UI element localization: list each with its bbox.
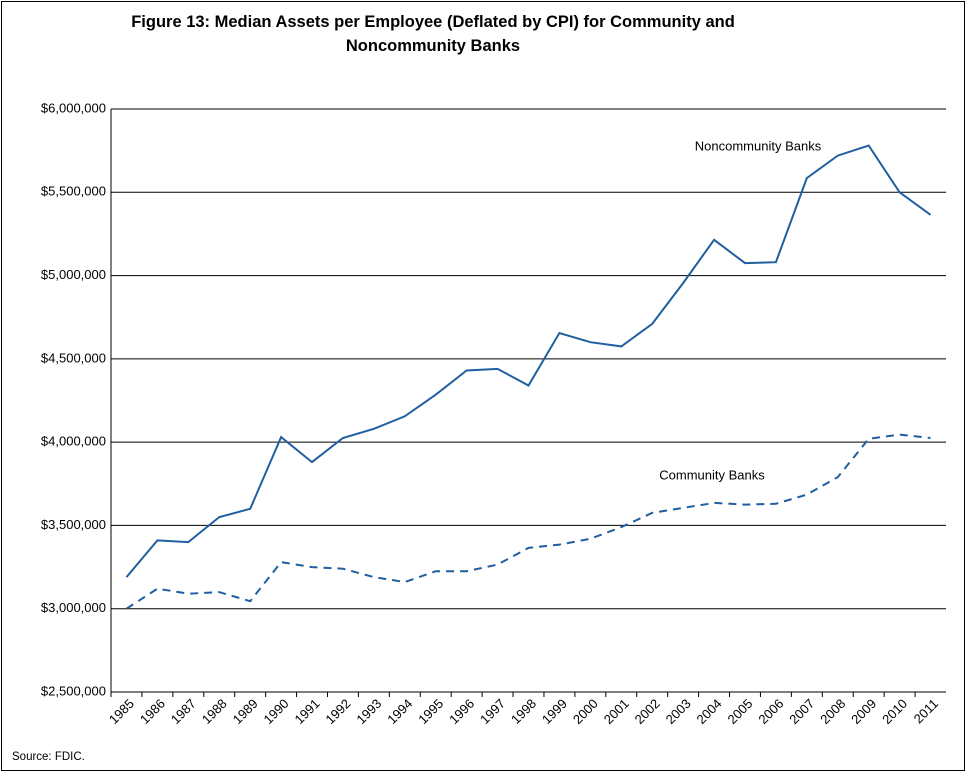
series-label: Community Banks bbox=[659, 467, 765, 482]
y-tick-label: $5,000,000 bbox=[41, 267, 106, 282]
x-tick-label: 1991 bbox=[292, 696, 323, 727]
y-tick-label: $6,000,000 bbox=[41, 100, 106, 115]
x-tick-label: 1997 bbox=[477, 696, 508, 727]
y-tick-label: $4,500,000 bbox=[41, 350, 106, 365]
x-tick-label: 2008 bbox=[817, 696, 848, 727]
x-tick-label: 1994 bbox=[384, 696, 415, 727]
x-tick-label: 1987 bbox=[168, 696, 199, 727]
x-tick-label: 1989 bbox=[230, 696, 261, 727]
x-tick-label: 1995 bbox=[415, 696, 446, 727]
x-tick-label: 1990 bbox=[261, 696, 292, 727]
x-tick-label: 2009 bbox=[848, 696, 879, 727]
x-tick-label: 1986 bbox=[137, 696, 168, 727]
x-tick-label: 2004 bbox=[694, 696, 725, 727]
source-note: Source: FDIC. bbox=[12, 751, 85, 763]
x-tick-label: 2005 bbox=[724, 696, 755, 727]
x-tick-label: 2011 bbox=[911, 696, 941, 726]
y-tick-label: $2,500,000 bbox=[41, 683, 106, 698]
x-tick-label: 1996 bbox=[446, 696, 477, 727]
y-tick-label: $5,500,000 bbox=[41, 184, 106, 199]
x-tick-label: 2002 bbox=[632, 696, 663, 727]
series-label: Noncommunity Banks bbox=[695, 138, 822, 153]
y-tick-label: $4,000,000 bbox=[41, 434, 106, 449]
data-line bbox=[125, 144, 932, 578]
x-tick-label: 1985 bbox=[106, 696, 137, 727]
x-tick-label: 2006 bbox=[755, 696, 786, 727]
x-tick-label: 1993 bbox=[353, 696, 384, 727]
x-tick-label: 2000 bbox=[570, 696, 601, 727]
x-tick-label: 1988 bbox=[199, 696, 230, 727]
x-tick-label: 2010 bbox=[879, 696, 910, 727]
x-tick-label: 2001 bbox=[601, 696, 632, 727]
x-tick-label: 1999 bbox=[539, 696, 570, 727]
chart-title: Figure 13: Median Assets per Employee (D… bbox=[131, 13, 735, 55]
x-tick-label: 2007 bbox=[786, 696, 817, 727]
x-tick-label: 1992 bbox=[322, 696, 353, 727]
x-tick-label: 1998 bbox=[508, 696, 539, 727]
data-line bbox=[125, 433, 931, 610]
y-tick-label: $3,500,000 bbox=[41, 517, 106, 532]
x-tick-label: 2003 bbox=[663, 696, 694, 727]
y-tick-label: $3,000,000 bbox=[41, 600, 106, 615]
